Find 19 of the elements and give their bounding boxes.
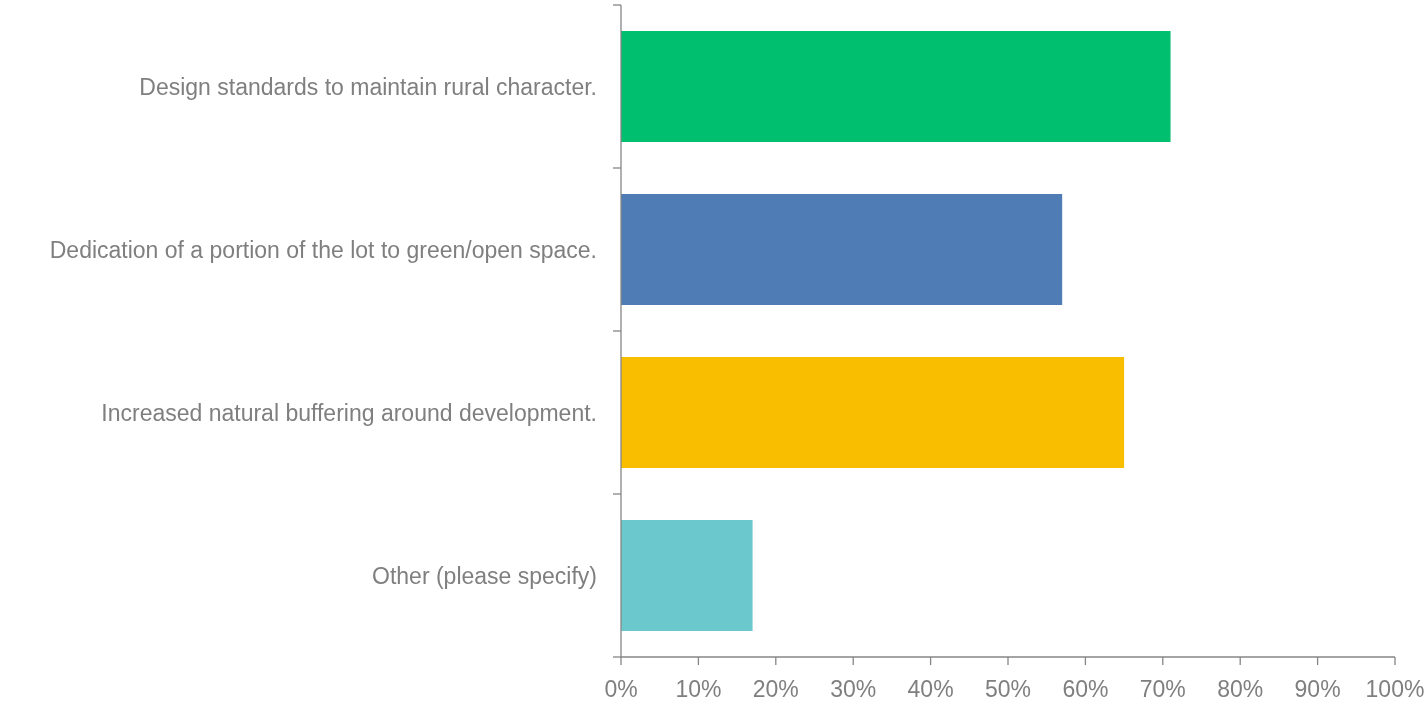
bar [621, 357, 1125, 469]
x-tick-label: 40% [907, 676, 954, 703]
x-tick-label: 70% [1139, 676, 1186, 703]
x-tick-label: 20% [752, 676, 799, 703]
x-tick-label: 0% [604, 676, 638, 703]
bar [621, 31, 1171, 143]
y-tick-label: Design standards to maintain rural character. [139, 73, 597, 100]
bar [621, 520, 753, 632]
y-tick-label: Increased natural buffering around development. [101, 399, 597, 426]
x-tick-label: 80% [1217, 676, 1264, 703]
x-tick-label: 50% [984, 676, 1032, 703]
x-tick-label: 10% [675, 676, 722, 703]
y-tick-label: Other (please specify) [372, 562, 597, 589]
x-tick-label: 30% [830, 676, 877, 703]
y-tick-label: Dedication of a portion of the lot to green/open space. [49, 236, 597, 263]
x-tick-label: 90% [1294, 676, 1341, 703]
bar [621, 194, 1063, 306]
x-tick-label: 60% [1062, 676, 1109, 703]
x-tick-label: 100% [1365, 676, 1425, 703]
